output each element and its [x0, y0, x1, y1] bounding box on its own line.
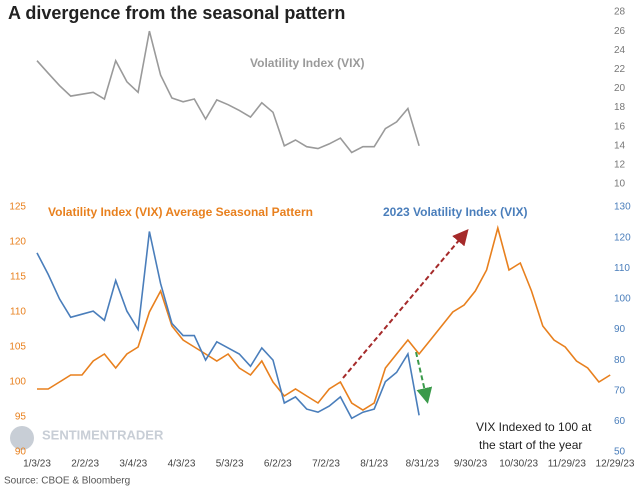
x-tick-label: 8/31/23 — [406, 459, 440, 470]
x-tick-label: 10/30/23 — [499, 459, 538, 470]
y2-tick-label: 130 — [614, 202, 631, 213]
y2-tick-label: 70 — [614, 385, 626, 396]
arrow — [342, 228, 469, 379]
logo-icon — [10, 426, 34, 450]
series-label: 2023 Volatility Index (VIX) — [383, 205, 528, 219]
x-tick-label: 9/30/23 — [454, 459, 488, 470]
y-tick-label: 24 — [614, 45, 626, 56]
x-tick-label: 3/4/23 — [119, 459, 147, 470]
y-tick-label: 14 — [614, 140, 626, 151]
y-tick-label: 22 — [614, 64, 626, 75]
x-tick-label: 8/1/23 — [360, 459, 388, 470]
y-tick-label: 105 — [9, 342, 26, 353]
x-tick-label: 1/3/23 — [23, 459, 51, 470]
x-tick-label: 2/2/23 — [71, 459, 99, 470]
y2-tick-label: 90 — [614, 324, 626, 335]
annotation: the start of the year — [479, 438, 582, 452]
series-line — [37, 224, 611, 411]
y2-tick-label: 100 — [614, 294, 631, 305]
y-tick-label: 125 — [9, 202, 26, 213]
x-tick-label: 4/3/23 — [168, 459, 196, 470]
y-tick-label: 26 — [614, 26, 626, 37]
y-tick-label: 12 — [614, 160, 626, 171]
y-tick-label: 10 — [614, 179, 626, 190]
chart-title: A divergence from the seasonal pattern — [8, 3, 345, 23]
y-tick-label: 20 — [614, 83, 626, 94]
y2-tick-label: 50 — [614, 447, 626, 458]
y-tick-label: 120 — [9, 237, 26, 248]
y-tick-label: 95 — [15, 412, 27, 423]
x-tick-label: 12/29/23 — [596, 459, 635, 470]
arrow — [415, 351, 433, 404]
y2-tick-label: 60 — [614, 416, 626, 427]
y2-tick-label: 120 — [614, 232, 631, 243]
y-tick-label: 28 — [614, 7, 626, 18]
y-tick-label: 115 — [10, 272, 26, 283]
x-tick-label: 11/29/23 — [548, 459, 587, 470]
source: Source: CBOE & Bloomberg — [4, 476, 130, 487]
series-line — [36, 231, 420, 420]
y-tick-label: 90 — [15, 447, 27, 458]
x-tick-label: 7/2/23 — [312, 459, 340, 470]
y2-tick-label: 80 — [614, 355, 626, 366]
annotation: VIX Indexed to 100 at — [476, 420, 592, 434]
x-tick-label: 6/2/23 — [264, 459, 292, 470]
series-label: Volatility Index (VIX) — [250, 56, 364, 70]
series-label: Volatility Index (VIX) Average Seasonal … — [48, 205, 313, 219]
y-tick-label: 110 — [10, 307, 26, 318]
x-tick-label: 5/3/23 — [216, 459, 244, 470]
watermark: SENTIMENTRADER — [42, 427, 164, 442]
y-tick-label: 16 — [614, 121, 626, 132]
y2-tick-label: 110 — [614, 263, 630, 274]
y-tick-label: 100 — [9, 377, 26, 388]
series-line — [36, 30, 420, 154]
y-tick-label: 18 — [614, 102, 626, 113]
